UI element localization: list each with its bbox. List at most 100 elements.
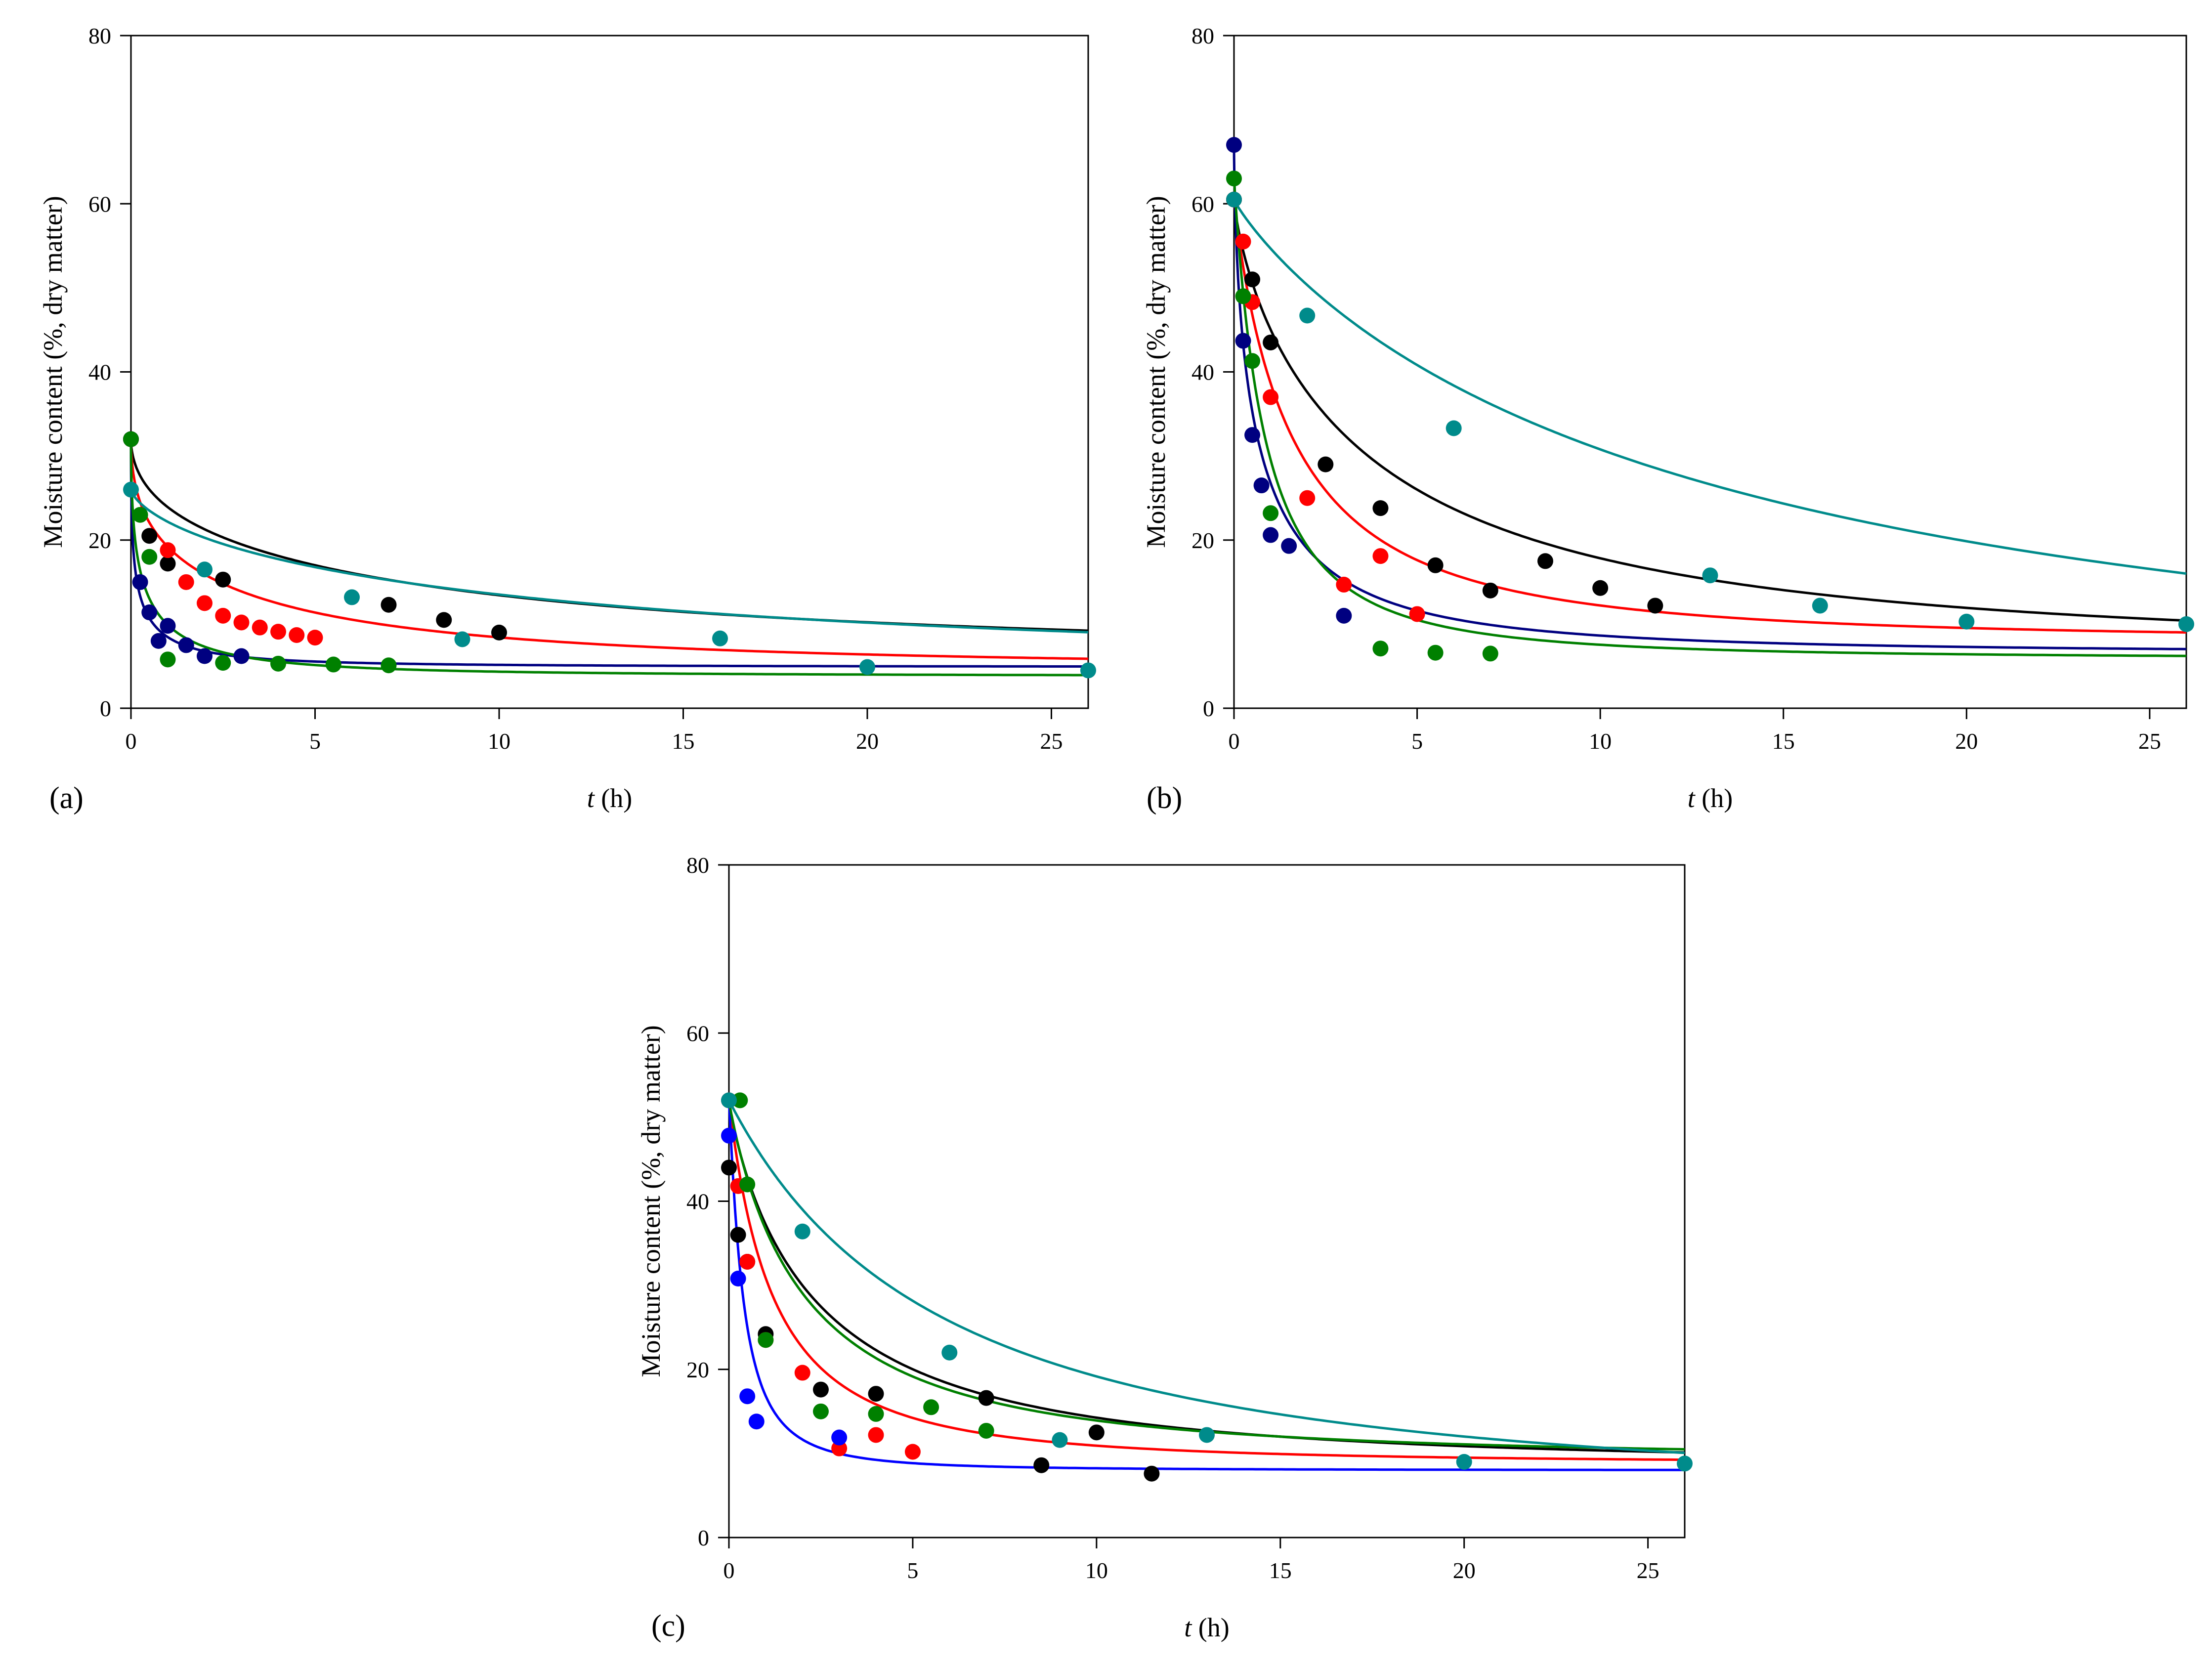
data-point-black <box>1263 334 1279 350</box>
data-point-green <box>123 431 139 447</box>
data-point-red <box>868 1427 884 1443</box>
panel-c-group: 0 5 10 15 20 25 0 20 40 60 80 Moisture content (%, … <box>636 853 1693 1643</box>
data-point-black <box>1537 553 1553 569</box>
data-point-teal <box>1456 1454 1472 1470</box>
data-point-black <box>868 1386 884 1402</box>
panel-a-group: 0 5 10 15 20 25 0 20 40 60 80 Moisture content (%, … <box>38 23 1096 815</box>
data-point-navy <box>1281 538 1297 554</box>
x-tick-label: 25 <box>1637 1558 1659 1583</box>
fit-curve-black <box>727 1100 1685 1454</box>
fit-curve-green <box>727 1100 1685 1451</box>
fit-curve-navy <box>1233 145 2187 650</box>
data-point-teal <box>197 561 213 578</box>
x-tick-label: 25 <box>2138 728 2161 754</box>
data-point-blue <box>739 1388 756 1405</box>
data-point-red <box>831 1440 848 1456</box>
fit-curve-green <box>1233 178 2187 657</box>
x-axis-title-variable: t <box>587 783 596 813</box>
x-axis-title: t (h) <box>1184 1613 1229 1642</box>
data-point-green <box>812 1403 829 1419</box>
data-point-red <box>197 595 213 611</box>
y-tick-label: 20 <box>1191 528 1214 553</box>
data-point-blue <box>831 1429 848 1446</box>
data-point-teal <box>712 630 728 646</box>
data-point-teal <box>1677 1455 1693 1472</box>
data-point-navy <box>141 604 158 621</box>
fit-curve-black <box>1233 199 2187 622</box>
y-tick-label: 0 <box>100 696 111 721</box>
y-tick-label: 60 <box>88 191 111 216</box>
data-point-green <box>758 1332 774 1348</box>
data-point-navy <box>1244 427 1261 443</box>
data-point-teal <box>1080 662 1096 679</box>
y-tick-label: 20 <box>686 1357 709 1382</box>
data-point-teal <box>859 659 875 675</box>
y-tick-label: 80 <box>1191 23 1214 48</box>
data-point-red <box>252 619 268 636</box>
data-point-navy <box>1263 527 1279 543</box>
data-point-navy <box>178 637 194 653</box>
x-axis-title-unit: (h) <box>1695 783 1733 813</box>
data-point-teal <box>1052 1432 1068 1448</box>
y-tick-label: 60 <box>1191 191 1214 216</box>
data-point-green <box>923 1399 939 1415</box>
data-point-black <box>1482 582 1498 599</box>
data-point-red <box>1409 606 1425 622</box>
data-point-teal <box>1299 307 1316 324</box>
data-point-green <box>270 655 286 672</box>
data-point-navy <box>1226 137 1242 153</box>
fit-curve-red <box>727 1100 1685 1461</box>
data-point-black <box>160 556 176 572</box>
data-point-black <box>730 1227 746 1243</box>
data-point-teal <box>1199 1427 1215 1443</box>
y-tick-label: 80 <box>686 853 709 878</box>
data-point-red <box>739 1253 756 1270</box>
data-point-green <box>141 549 158 565</box>
data-point-black <box>1372 500 1389 516</box>
y-tick-label: 40 <box>686 1189 709 1214</box>
y-tick-label: 0 <box>698 1525 709 1550</box>
x-axis-title-unit: (h) <box>595 783 632 813</box>
data-point-black <box>721 1159 737 1176</box>
x-tick-label: 10 <box>1085 1558 1108 1583</box>
data-point-teal <box>454 631 470 647</box>
x-axis-title: t (h) <box>587 783 632 813</box>
x-tick-label: 15 <box>1772 728 1795 754</box>
fit-curve-red <box>129 439 1089 660</box>
data-point-teal <box>123 481 139 498</box>
data-point-green <box>739 1176 756 1193</box>
data-point-green <box>132 507 148 523</box>
data-point-teal <box>1446 420 1462 436</box>
data-point-navy <box>150 633 167 649</box>
x-tick-label: 15 <box>1269 1558 1292 1583</box>
data-point-teal <box>721 1092 737 1109</box>
data-point-green <box>1263 505 1279 521</box>
data-point-red <box>215 607 231 624</box>
data-point-teal <box>2178 616 2194 632</box>
data-point-teal <box>344 589 360 605</box>
data-point-red <box>270 624 286 640</box>
y-axis-title: Moisture content (%, dry matter) <box>1141 196 1171 548</box>
data-point-black <box>1318 456 1334 472</box>
fit-curve-teal <box>727 1099 1685 1455</box>
x-tick-label: 25 <box>1040 728 1063 754</box>
y-tick-label: 20 <box>88 528 111 553</box>
data-point-teal <box>1226 191 1242 208</box>
x-tick-label: 5 <box>907 1558 918 1583</box>
data-point-red <box>1372 548 1389 564</box>
x-tick-label: 15 <box>672 728 695 754</box>
x-axis-title-variable: t <box>1688 783 1696 813</box>
data-point-red <box>1299 490 1316 506</box>
data-point-green <box>215 655 231 671</box>
y-tick-label: 60 <box>686 1021 709 1046</box>
panel-label: (b) <box>1147 781 1182 815</box>
panel-label: (c) <box>651 1609 685 1643</box>
data-point-navy <box>1336 607 1352 624</box>
data-point-red <box>1336 576 1352 593</box>
data-point-teal <box>1812 598 1828 614</box>
data-point-green <box>1482 645 1498 662</box>
data-point-green <box>160 651 176 668</box>
x-axis-title-unit: (h) <box>1191 1613 1229 1642</box>
x-tick-label: 0 <box>126 728 137 754</box>
x-axis-title-variable: t <box>1184 1613 1192 1642</box>
